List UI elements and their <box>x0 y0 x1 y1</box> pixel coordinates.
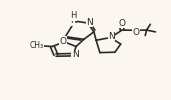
Text: CH₃: CH₃ <box>30 41 44 50</box>
Text: N: N <box>70 16 77 25</box>
Text: H: H <box>70 11 77 20</box>
Text: O: O <box>60 37 67 46</box>
Text: N: N <box>86 18 93 27</box>
Text: N: N <box>108 32 115 41</box>
Text: N: N <box>72 50 78 59</box>
Text: O: O <box>119 19 126 28</box>
Text: O: O <box>132 28 139 37</box>
